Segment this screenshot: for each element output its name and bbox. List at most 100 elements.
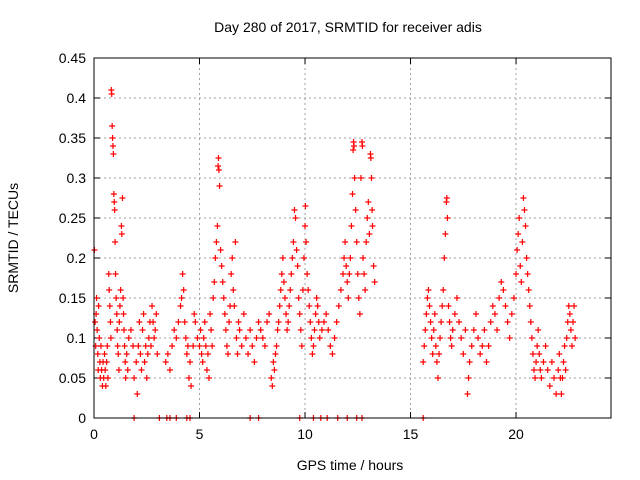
data-point	[242, 335, 249, 341]
data-point	[312, 311, 319, 317]
data-point	[431, 311, 438, 317]
data-point	[536, 351, 543, 357]
data-point	[341, 255, 348, 261]
data-point	[140, 311, 147, 317]
data-point	[200, 335, 207, 341]
data-point	[422, 327, 429, 333]
data-point	[500, 287, 507, 293]
data-point	[207, 311, 214, 317]
data-point	[235, 319, 242, 325]
data-point	[232, 239, 239, 245]
data-point	[556, 351, 563, 357]
data-point	[345, 295, 352, 301]
data-point	[183, 351, 190, 357]
data-point	[171, 327, 178, 333]
data-point	[426, 303, 433, 309]
data-point	[185, 375, 192, 381]
data-point	[141, 359, 148, 365]
data-point	[567, 327, 574, 333]
data-point	[571, 303, 578, 309]
data-point	[287, 287, 294, 293]
data-point	[553, 391, 560, 397]
data-point	[302, 203, 309, 209]
data-point	[508, 311, 515, 317]
data-point	[181, 319, 188, 325]
data-point	[224, 351, 231, 357]
data-point	[275, 319, 282, 325]
data-point	[149, 303, 156, 309]
data-point	[290, 239, 297, 245]
data-point	[209, 343, 216, 349]
data-point	[306, 303, 313, 309]
data-point	[107, 335, 114, 341]
data-point	[350, 147, 357, 153]
data-point	[188, 383, 195, 389]
data-point	[355, 295, 362, 301]
data-point	[93, 295, 100, 301]
data-point	[465, 375, 472, 381]
data-point	[479, 343, 486, 349]
data-point	[562, 367, 569, 373]
data-point	[462, 327, 469, 333]
data-point	[269, 383, 276, 389]
data-point	[118, 231, 125, 237]
data-point	[315, 319, 322, 325]
data-point	[211, 279, 218, 285]
data-point	[134, 391, 141, 397]
data-point	[361, 271, 368, 277]
data-point	[154, 351, 161, 357]
data-point	[229, 255, 236, 261]
data-point	[489, 303, 496, 309]
data-point	[144, 351, 151, 357]
data-point	[477, 351, 484, 357]
chart-title: Day 280 of 2017, SRMTID for receiver adi…	[214, 19, 482, 35]
data-point	[147, 343, 154, 349]
data-point	[563, 335, 570, 341]
data-point	[143, 375, 150, 381]
y-axis-label: SRMTID / TECUs	[5, 183, 21, 293]
data-point	[498, 279, 505, 285]
data-point	[133, 359, 140, 365]
data-point	[271, 367, 278, 373]
data-point	[122, 375, 129, 381]
data-point	[286, 303, 293, 309]
data-point	[305, 287, 312, 293]
data-point	[518, 279, 525, 285]
data-point	[115, 351, 122, 357]
data-point	[314, 303, 321, 309]
data-point	[559, 375, 566, 381]
data-point	[506, 335, 513, 341]
data-point	[540, 359, 547, 365]
data-point	[204, 351, 211, 357]
data-point	[535, 327, 542, 333]
data-point	[94, 327, 101, 333]
data-point	[309, 351, 316, 357]
data-point	[343, 263, 350, 269]
data-point	[331, 335, 338, 341]
data-point	[121, 343, 128, 349]
x-tick-label: 5	[196, 426, 204, 442]
data-point	[517, 263, 524, 269]
data-point	[208, 327, 215, 333]
data-point	[446, 319, 453, 325]
data-point	[444, 215, 451, 221]
data-point	[524, 271, 531, 277]
data-point	[299, 287, 306, 293]
data-point	[123, 351, 130, 357]
data-point	[458, 335, 465, 341]
data-point	[110, 151, 117, 157]
data-point	[466, 359, 473, 365]
data-point	[369, 223, 376, 229]
data-point	[528, 335, 535, 341]
data-point	[103, 359, 110, 365]
data-point	[323, 311, 330, 317]
data-point	[423, 311, 430, 317]
data-point	[344, 279, 351, 285]
data-point	[266, 311, 273, 317]
data-point	[177, 303, 184, 309]
data-point	[321, 319, 328, 325]
data-point	[285, 319, 292, 325]
data-point	[310, 343, 317, 349]
data-point	[120, 327, 127, 333]
y-tick-label: 0.05	[59, 370, 86, 386]
